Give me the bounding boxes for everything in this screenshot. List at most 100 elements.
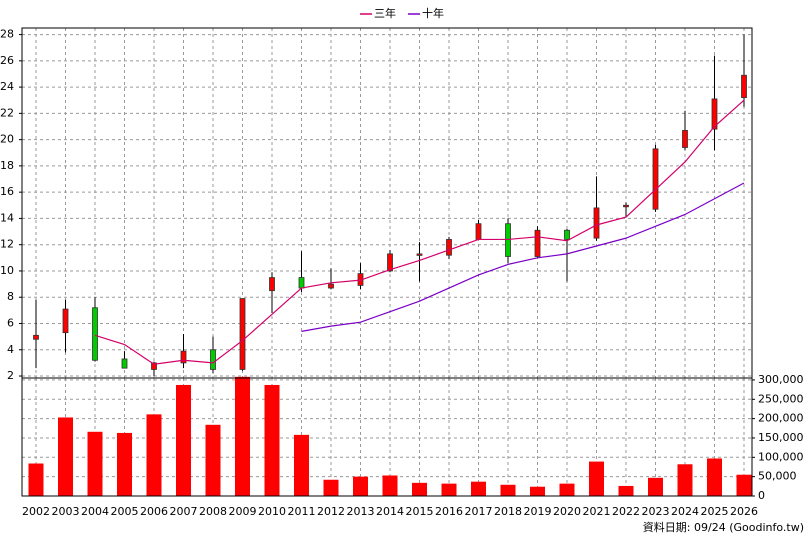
candle-body [475, 223, 482, 240]
volume-bar [648, 477, 663, 496]
y-tick-label: 10 [0, 264, 14, 277]
x-tick-label: 2005 [111, 505, 139, 518]
y2-tick-label: 0 [758, 489, 765, 502]
volume-bar [58, 417, 73, 496]
y-tick-label: 16 [0, 185, 14, 198]
x-tick-label: 2007 [170, 505, 198, 518]
candle-body [564, 229, 570, 240]
y-tick-label: 4 [7, 343, 14, 356]
x-tick-label: 2020 [553, 505, 581, 518]
candle-body [210, 349, 216, 370]
volume-bar [205, 424, 221, 496]
legend-label: 十年 [422, 6, 444, 20]
y-tick-label: 28 [0, 28, 14, 41]
volume-bar [736, 474, 752, 496]
line-series [94, 99, 745, 365]
volume-bar [500, 484, 516, 496]
x-tick-label: 2025 [701, 505, 729, 518]
x-tick-label: 2016 [435, 505, 463, 518]
x-tick-label: 2012 [317, 505, 345, 518]
candle-body [534, 229, 541, 257]
volume-bar [294, 434, 309, 496]
candle-body [652, 148, 659, 210]
plot-frame [21, 377, 753, 497]
volume-bar [235, 376, 250, 496]
volume-bar [530, 486, 545, 496]
x-tick-label: 2019 [524, 505, 552, 518]
x-tick-label: 2015 [406, 505, 434, 518]
y-tick-label: 20 [0, 133, 14, 146]
candle-body [180, 350, 187, 364]
volume-bar [264, 384, 280, 496]
candle-body [239, 298, 246, 370]
candle-body [416, 253, 423, 256]
candle-body [682, 130, 688, 148]
y-tick-label: 26 [0, 54, 14, 67]
volume-bar [441, 483, 457, 496]
y-tick-label: 6 [7, 316, 14, 329]
candle-body [151, 362, 157, 370]
y-tick-label: 14 [0, 211, 14, 224]
x-tick-label: 2018 [494, 505, 522, 518]
volume-bar [559, 483, 575, 496]
x-tick-label: 2003 [52, 505, 80, 518]
volume-bar [471, 481, 486, 496]
volume-bar [146, 414, 162, 496]
candle-body [387, 253, 393, 272]
y2-tick-label: 250,000 [758, 392, 804, 405]
candle-body [269, 277, 275, 292]
y-tick-label: 24 [0, 80, 14, 93]
x-tick-label: 2013 [347, 505, 375, 518]
x-tick-label: 2008 [199, 505, 227, 518]
volume-bar [707, 458, 722, 496]
y-tick-label: 12 [0, 238, 14, 251]
y-tick-label: 2 [7, 369, 14, 382]
x-tick-label: 2024 [671, 505, 699, 518]
candle-body [92, 307, 98, 361]
candle-body [121, 358, 128, 369]
x-tick-label: 2004 [81, 505, 109, 518]
candle-body [446, 239, 452, 256]
x-tick-label: 2022 [612, 505, 640, 518]
candle-body [298, 277, 305, 289]
volume-bar [353, 476, 368, 496]
x-tick-label: 2023 [642, 505, 670, 518]
plot-frame [21, 27, 753, 379]
y-tick-label: 18 [0, 159, 14, 172]
x-tick-label: 2002 [22, 505, 50, 518]
y2-tick-label: 200,000 [758, 412, 804, 425]
footer: 資料日期: 09/24 (Goodinfo.tw) [643, 520, 804, 534]
y2-tick-label: 300,000 [758, 373, 804, 386]
x-tick-label: 2026 [730, 505, 758, 518]
y2-tick-label: 100,000 [758, 450, 804, 463]
line-series [301, 182, 745, 332]
x-tick-label: 2021 [583, 505, 611, 518]
candle-body [741, 74, 747, 99]
x-tick-label: 2009 [229, 505, 257, 518]
volume-bar [28, 463, 44, 496]
legend-label: 三年 [374, 6, 396, 20]
volume-bar [618, 485, 634, 496]
x-tick-label: 2017 [465, 505, 493, 518]
x-tick-label: 2006 [140, 505, 168, 518]
x-tick-label: 2014 [376, 505, 404, 518]
candle-body [505, 223, 511, 257]
y2-tick-label: 150,000 [758, 431, 804, 444]
candle-body [623, 204, 629, 208]
candle-body [711, 98, 718, 130]
volume-bar [382, 475, 398, 496]
y2-tick-label: 50,000 [758, 470, 797, 483]
candle-body [593, 207, 600, 239]
candle-body [328, 283, 334, 289]
volume-bar [87, 431, 103, 496]
volume-bar [117, 432, 132, 496]
x-tick-label: 2010 [258, 505, 286, 518]
y-tick-label: 8 [7, 290, 14, 303]
volume-bar [589, 461, 604, 496]
volume-bar [176, 384, 191, 496]
candle-body [33, 334, 39, 340]
x-tick-label: 2011 [288, 505, 316, 518]
y-tick-label: 22 [0, 106, 14, 119]
